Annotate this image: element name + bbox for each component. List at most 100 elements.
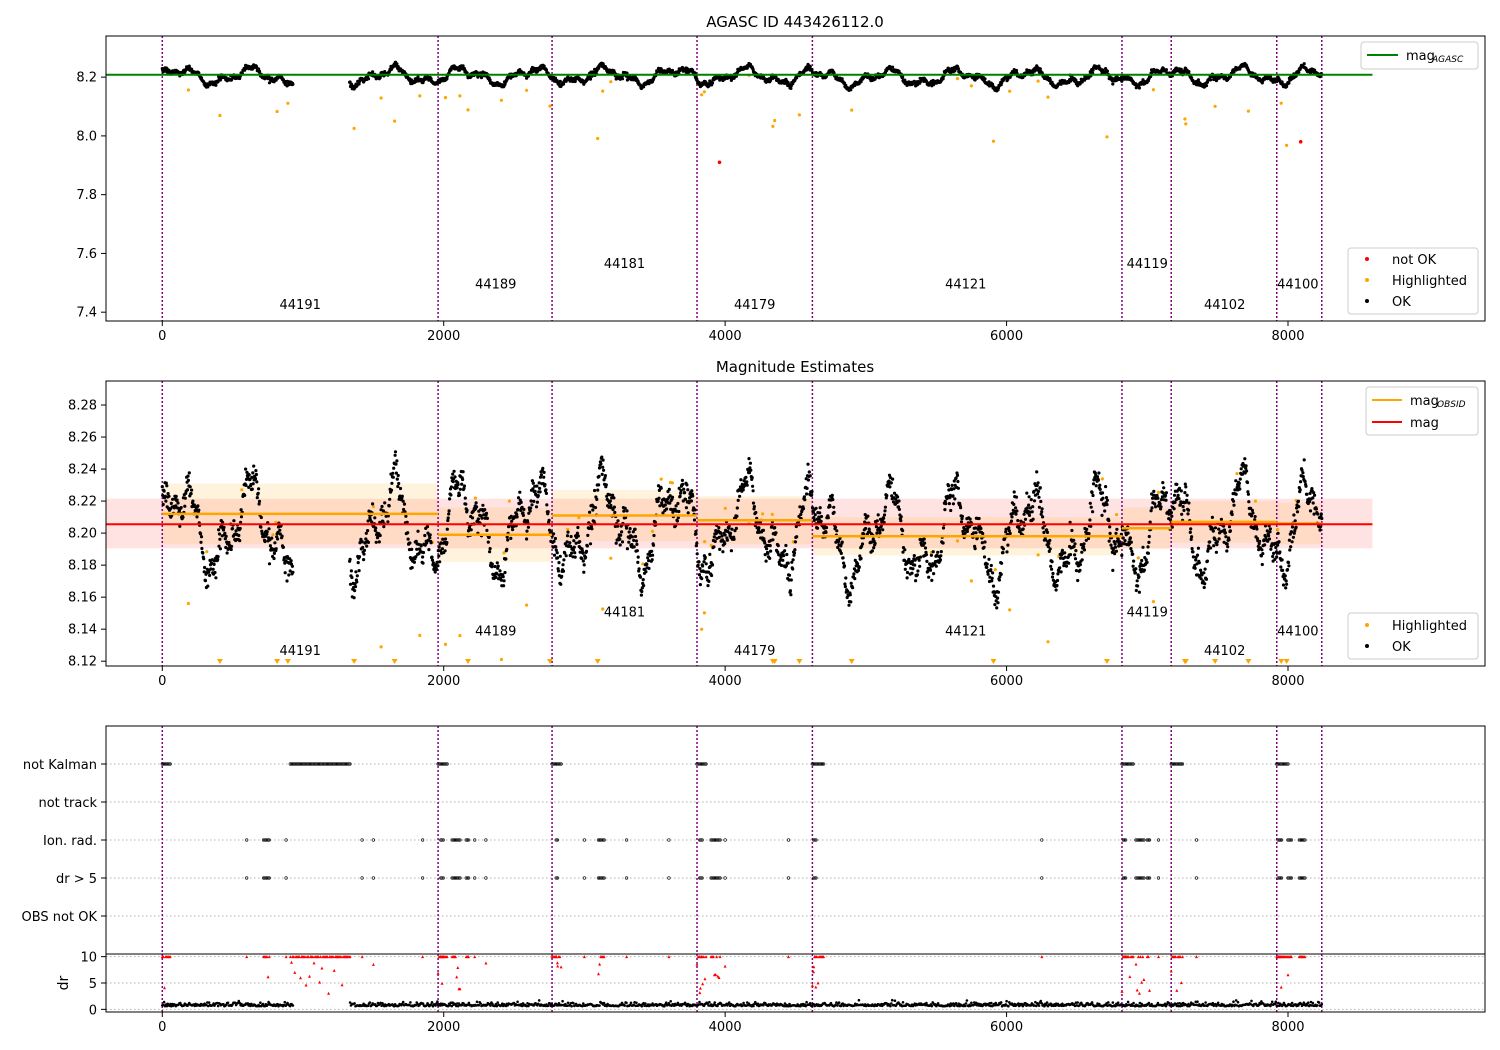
panel2-ok-point <box>765 547 769 551</box>
panel1-highlighted-point <box>275 109 279 114</box>
panel2-ok-point <box>1134 588 1138 593</box>
panel2-ok-point <box>510 528 515 532</box>
panel2-ok-point <box>498 569 502 573</box>
panel2-highlighted-point <box>1156 490 1161 494</box>
panel1-ok-point <box>187 64 191 68</box>
panel2-ok-point <box>490 562 494 566</box>
panel2-ok-point <box>670 495 675 499</box>
panel2-ok-point <box>841 556 845 560</box>
panel2-ok-point <box>255 480 259 484</box>
panel2-ok-point <box>1051 571 1055 576</box>
y-tick-label: 8.0 <box>76 129 97 144</box>
panel2-ok-point <box>701 564 705 568</box>
panel2-ok-point <box>803 498 807 502</box>
panel2-ok-point <box>427 548 431 552</box>
panel1-highlighted-point <box>1213 104 1217 108</box>
panel2-ok-point <box>647 566 651 571</box>
panel2-highlighted-point <box>1100 477 1104 481</box>
panel2-ok-point <box>642 584 646 588</box>
panel2-ok-point <box>995 606 999 610</box>
panel2-ok-point <box>1194 558 1198 562</box>
panel2-ok-point <box>899 515 903 519</box>
panel2-ok-point <box>1115 527 1119 531</box>
panel2-ok-point <box>251 482 255 486</box>
panel2-ok-point <box>437 545 441 549</box>
legend-status-label: not OK <box>1392 253 1437 268</box>
panel2-ok-point <box>1210 515 1214 520</box>
panel2-ok-point <box>818 506 822 510</box>
panel2-ok-point <box>389 488 394 492</box>
panel2-ok-point <box>499 578 503 582</box>
panel2-ok-point <box>913 563 917 567</box>
panel2-ok-point <box>256 491 260 495</box>
panel2-ok-point <box>805 486 809 490</box>
panel2-ok-point <box>799 512 803 517</box>
panel2-ok-point <box>867 527 871 531</box>
panel2-ok-point <box>784 543 788 548</box>
panel2-ok-point <box>997 578 1002 582</box>
panel2-ok-point <box>597 483 601 487</box>
panel2-ok-point <box>1070 528 1074 533</box>
panel2-ok-point <box>1204 577 1209 581</box>
panel2-ok-point <box>622 509 626 513</box>
panel2-ok-point <box>1276 531 1280 535</box>
panel2-ok-point <box>1055 578 1060 583</box>
panel2-ok-point <box>586 533 590 538</box>
panel2-ok-point <box>353 589 357 593</box>
panel2-ok-point <box>278 528 282 532</box>
panel2-ok-point <box>1141 545 1145 549</box>
panel2-ok-point <box>700 577 704 581</box>
panel1-highlighted-point <box>773 118 777 123</box>
panel2-ok-point <box>639 593 644 597</box>
panel2-ok-point <box>1131 564 1135 568</box>
panel2-ok-point <box>506 538 510 542</box>
panel2-ok-point <box>201 551 205 555</box>
panel1-highlighted-point <box>443 96 448 100</box>
panel1-highlighted-point <box>850 108 854 112</box>
panel2-ok-point <box>1181 505 1185 509</box>
panel2-ok-point <box>721 550 725 554</box>
panel2-ok-point <box>259 515 263 520</box>
panel2-ok-point <box>383 501 387 505</box>
panel2-ok-point <box>1114 549 1118 553</box>
panel1-highlighted-point <box>955 77 960 81</box>
panel2-ok-point <box>1149 509 1153 513</box>
panel2-ok-point <box>164 499 168 503</box>
panel2-ok-point <box>1211 529 1215 533</box>
panel2-ok-point <box>1234 479 1238 483</box>
panel2-ok-point <box>1078 568 1082 572</box>
panel2-ok-point <box>924 553 929 557</box>
panel2-ok-point <box>197 508 201 512</box>
panel2-ok-point <box>253 477 258 481</box>
panel2-ok-point <box>239 508 243 512</box>
panel2-ok-point <box>973 547 977 551</box>
panel2-ok-point <box>990 576 994 580</box>
panel1-ok-point <box>371 70 375 74</box>
obsid-label: 44191 <box>280 298 321 313</box>
panel2-ok-point <box>1156 496 1160 500</box>
panel2-highlighted-point <box>703 540 707 544</box>
panel2-ok-point <box>461 477 465 482</box>
panel2-ok-point <box>1130 549 1134 553</box>
panel2-ok-point <box>659 486 663 490</box>
panel2-ok-point <box>849 581 853 585</box>
panel2-ok-point <box>806 478 811 482</box>
panel2-ok-point <box>928 568 933 572</box>
panel2-ok-point <box>949 508 953 513</box>
panel2-ok-point <box>882 516 886 520</box>
panel2-ok-point <box>393 450 398 454</box>
panel2-ok-point <box>925 559 929 564</box>
panel2-ok-point <box>763 541 767 545</box>
panel2-ok-point <box>290 564 294 568</box>
panel2-ok-point <box>1123 539 1127 543</box>
panel2-ok-point <box>1055 583 1059 588</box>
panel2-ok-point <box>634 539 639 543</box>
panel2-ok-point <box>230 544 234 549</box>
panel2-ok-point <box>1159 505 1163 509</box>
panel2-ok-point <box>1040 510 1044 514</box>
panel2-ok-point <box>208 573 212 578</box>
panel2-ok-point <box>535 484 539 488</box>
panel2-ok-point <box>677 509 681 514</box>
panel2-ok-point <box>203 565 207 570</box>
